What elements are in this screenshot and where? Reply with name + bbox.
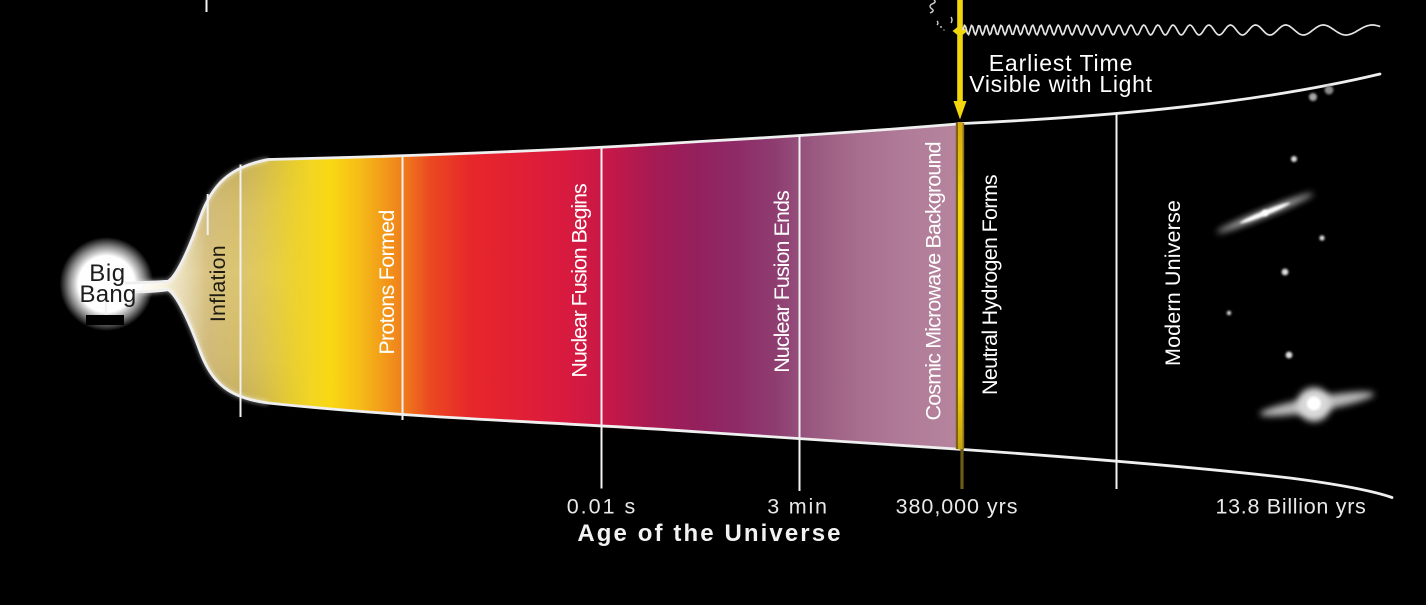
svg-text:Protons Formed: Protons Formed	[375, 210, 399, 354]
svg-text:Inflation: Inflation	[206, 245, 230, 322]
svg-text:Modern Universe: Modern Universe	[1161, 200, 1185, 366]
svg-text:Big: Big	[89, 260, 126, 287]
svg-text:Neutral Hydrogen Forms: Neutral Hydrogen Forms	[978, 175, 1002, 395]
svg-text:3 min: 3 min	[767, 495, 829, 519]
svg-text:0.01 s: 0.01 s	[567, 495, 638, 519]
svg-text:Age of the Universe: Age of the Universe	[577, 520, 842, 547]
svg-text:Cosmic Microwave Background: Cosmic Microwave Background	[922, 142, 946, 420]
svg-text:380,000 yrs: 380,000 yrs	[896, 495, 1019, 519]
svg-text:Bang: Bang	[79, 281, 136, 308]
svg-text:13.8 Billion yrs: 13.8 Billion yrs	[1215, 495, 1366, 519]
svg-text:Earliest Time: Earliest Time	[989, 50, 1134, 76]
svg-text:Visible with Light: Visible with Light	[969, 71, 1153, 97]
svg-text:Nuclear Fusion Ends: Nuclear Fusion Ends	[770, 191, 794, 373]
svg-text:Nuclear Fusion Begins: Nuclear Fusion Begins	[568, 184, 592, 378]
